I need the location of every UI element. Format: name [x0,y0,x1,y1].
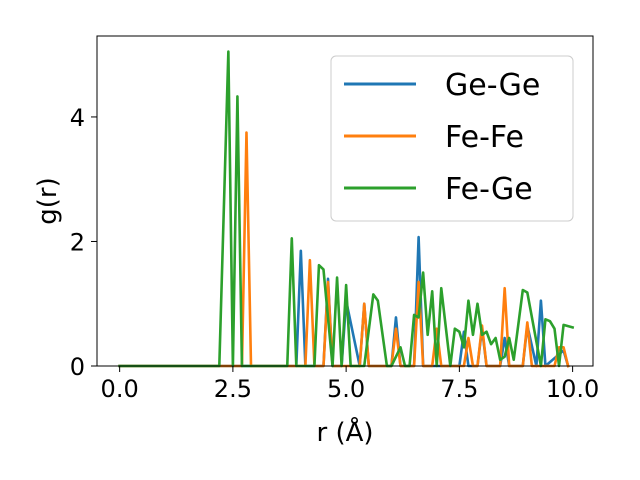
x-tick-label: 2.5 [214,375,252,403]
y-axis-ticks: 0 2 4 [70,104,97,381]
x-tick-label: 7.5 [440,375,478,403]
axes-frame [96,35,594,367]
legend: Ge-Ge Fe-Fe Fe-Ge [330,55,574,222]
x-axis-label: r (Å) [316,416,373,448]
x-tick-label: 0.0 [101,375,139,403]
legend-label-ge-ge: Ge-Ge [445,68,540,103]
legend-entries: Ge-Ge Fe-Fe Fe-Ge [344,68,540,207]
y-tick-label: 2 [70,228,85,256]
series-line-fe-ge [118,50,575,368]
legend-box [330,55,574,222]
x-axis-ticks: 0.0 2.5 5.0 7.5 10.0 [101,366,599,403]
y-tick-label: 4 [70,104,85,132]
legend-label-fe-ge: Fe-Ge [445,172,533,207]
x-tick-label: 5.0 [327,375,365,403]
y-tick-label: 0 [70,353,85,381]
y-axis-label: g(r) [33,177,63,224]
x-tick-label: 10.0 [546,375,599,403]
legend-label-fe-fe: Fe-Fe [445,120,524,155]
